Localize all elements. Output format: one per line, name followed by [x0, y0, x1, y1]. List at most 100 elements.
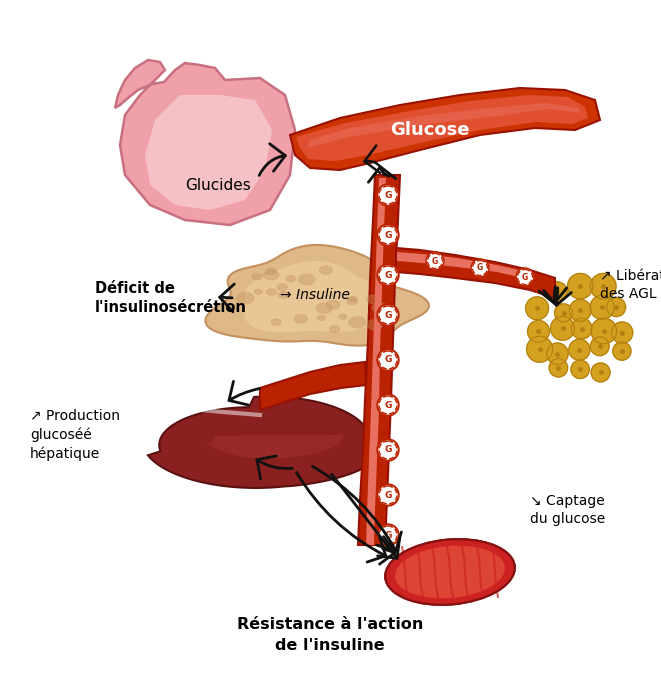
Circle shape — [379, 186, 397, 204]
Text: G: G — [384, 270, 392, 279]
Ellipse shape — [329, 326, 340, 333]
Text: G: G — [384, 490, 392, 499]
Circle shape — [590, 274, 616, 299]
Ellipse shape — [339, 314, 347, 320]
Text: Glucose: Glucose — [390, 121, 470, 139]
Circle shape — [516, 268, 534, 286]
Circle shape — [377, 484, 399, 506]
Circle shape — [607, 298, 625, 316]
Circle shape — [379, 526, 397, 544]
Ellipse shape — [385, 539, 515, 605]
Text: G: G — [384, 191, 392, 200]
Text: G: G — [384, 445, 392, 455]
Circle shape — [473, 261, 488, 276]
Polygon shape — [145, 95, 272, 210]
Text: ↘ Captage
du glucose: ↘ Captage du glucose — [530, 494, 605, 526]
Circle shape — [377, 264, 399, 286]
Circle shape — [377, 224, 399, 246]
Text: ↗ Production
glucoséé
hépatique: ↗ Production glucoséé hépatique — [30, 409, 120, 461]
Circle shape — [527, 336, 553, 362]
Ellipse shape — [319, 265, 332, 274]
Ellipse shape — [266, 289, 277, 295]
Ellipse shape — [372, 303, 388, 314]
Ellipse shape — [317, 315, 326, 320]
Text: G: G — [384, 230, 392, 239]
Ellipse shape — [367, 295, 381, 304]
Circle shape — [527, 320, 549, 342]
Ellipse shape — [316, 303, 332, 314]
Circle shape — [377, 524, 399, 546]
Circle shape — [590, 295, 614, 320]
Circle shape — [426, 252, 444, 270]
Circle shape — [547, 343, 568, 364]
Ellipse shape — [278, 292, 289, 298]
Ellipse shape — [266, 268, 276, 274]
Text: G: G — [384, 355, 392, 364]
Ellipse shape — [347, 298, 358, 305]
Polygon shape — [115, 60, 295, 225]
Ellipse shape — [395, 545, 505, 598]
Circle shape — [569, 300, 591, 321]
Ellipse shape — [349, 296, 357, 302]
Text: Glucides: Glucides — [185, 178, 251, 193]
Circle shape — [547, 282, 567, 302]
Circle shape — [377, 439, 399, 461]
Circle shape — [591, 363, 610, 382]
Text: G: G — [384, 311, 392, 320]
Circle shape — [613, 342, 631, 360]
Polygon shape — [397, 252, 532, 280]
Circle shape — [379, 396, 397, 414]
Ellipse shape — [254, 289, 262, 294]
Text: G: G — [522, 272, 528, 281]
Circle shape — [518, 270, 533, 285]
Text: ↗ Libération
des AGL: ↗ Libération des AGL — [600, 269, 661, 301]
Ellipse shape — [277, 283, 288, 290]
Ellipse shape — [298, 274, 315, 285]
Circle shape — [379, 266, 397, 284]
Circle shape — [569, 339, 590, 360]
Ellipse shape — [264, 270, 279, 280]
Circle shape — [428, 254, 442, 268]
Ellipse shape — [326, 300, 340, 309]
Circle shape — [551, 316, 574, 340]
Circle shape — [379, 351, 397, 369]
Circle shape — [549, 359, 568, 377]
Polygon shape — [148, 397, 388, 488]
Text: → Insuline: → Insuline — [280, 288, 350, 302]
Text: Résistance à l'action
de l'insuline: Résistance à l'action de l'insuline — [237, 617, 423, 653]
Text: G: G — [477, 263, 483, 272]
Polygon shape — [244, 261, 395, 333]
Polygon shape — [260, 362, 366, 410]
Circle shape — [377, 184, 399, 206]
Text: G: G — [432, 257, 438, 265]
Ellipse shape — [367, 320, 383, 330]
Text: G: G — [384, 401, 392, 410]
Circle shape — [591, 318, 617, 344]
Polygon shape — [290, 88, 600, 170]
Circle shape — [377, 304, 399, 326]
Polygon shape — [207, 435, 343, 458]
Circle shape — [379, 306, 397, 324]
Circle shape — [379, 486, 397, 504]
Polygon shape — [358, 175, 400, 545]
Circle shape — [379, 226, 397, 244]
Circle shape — [590, 337, 609, 355]
Text: Déficit de
l'insulinosécrétion: Déficit de l'insulinosécrétion — [95, 281, 247, 316]
Polygon shape — [307, 103, 580, 148]
Circle shape — [471, 259, 489, 277]
Ellipse shape — [237, 292, 254, 304]
Ellipse shape — [271, 319, 281, 326]
Ellipse shape — [286, 276, 295, 282]
Circle shape — [525, 297, 549, 320]
Circle shape — [611, 322, 633, 343]
Polygon shape — [296, 95, 588, 161]
Polygon shape — [206, 245, 429, 346]
Polygon shape — [366, 178, 386, 545]
Circle shape — [568, 274, 593, 299]
Polygon shape — [396, 248, 555, 298]
Ellipse shape — [252, 273, 262, 280]
Circle shape — [571, 318, 592, 339]
Circle shape — [377, 349, 399, 371]
Ellipse shape — [349, 317, 366, 328]
Circle shape — [377, 394, 399, 416]
